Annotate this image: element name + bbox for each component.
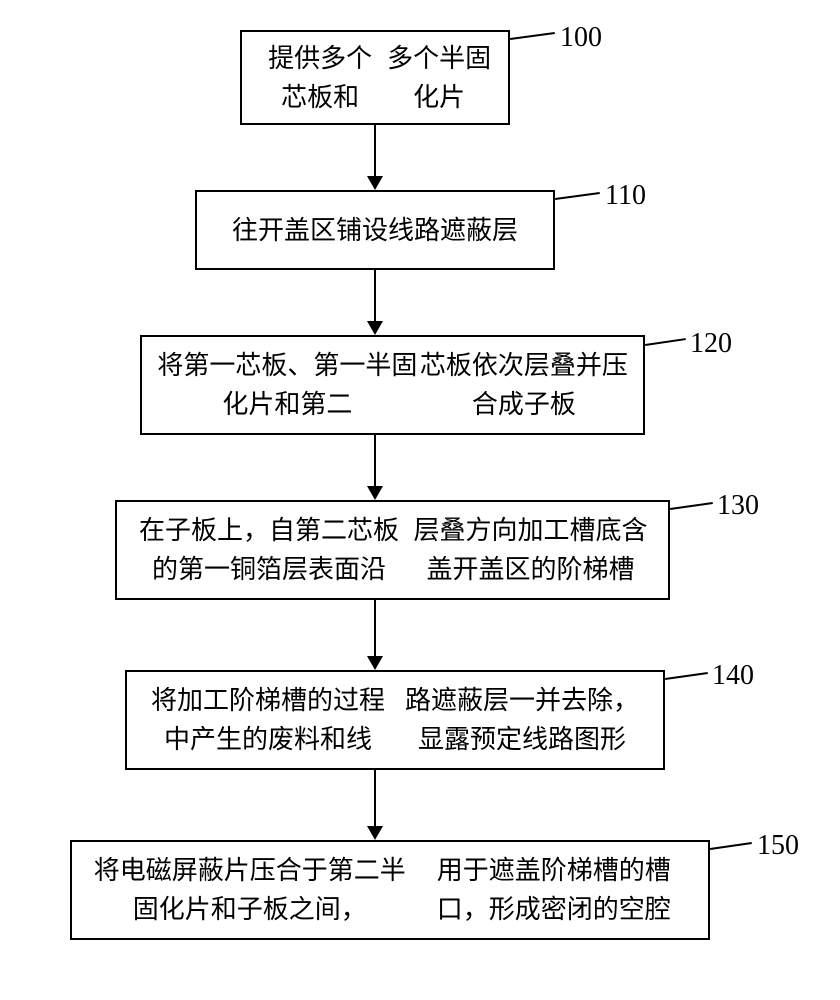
arrow-head-icon bbox=[367, 826, 383, 840]
step-label-140: 140 bbox=[712, 660, 754, 692]
flow-box-b100: 提供多个芯板和多个半固化片 bbox=[240, 30, 510, 125]
step-label-150: 150 bbox=[757, 830, 799, 862]
flow-box-b140: 将加工阶梯槽的过程中产生的废料和线路遮蔽层一并去除，显露预定线路图形 bbox=[125, 670, 665, 770]
flow-box-b120: 将第一芯板、第一半固化片和第二芯板依次层叠并压合成子板 bbox=[140, 335, 645, 435]
leader-line bbox=[710, 842, 752, 850]
step-label-120: 120 bbox=[690, 328, 732, 360]
flow-box-b110: 往开盖区铺设线路遮蔽层 bbox=[195, 190, 555, 270]
step-label-110: 110 bbox=[605, 180, 646, 212]
arrow-line bbox=[374, 125, 376, 178]
arrow-line bbox=[374, 770, 376, 828]
leader-line bbox=[670, 502, 713, 510]
arrow-head-icon bbox=[367, 176, 383, 190]
step-label-130: 130 bbox=[717, 490, 759, 522]
arrow-line bbox=[374, 600, 376, 658]
arrow-head-icon bbox=[367, 486, 383, 500]
arrow-line bbox=[374, 435, 376, 488]
leader-line bbox=[555, 192, 600, 200]
arrow-line bbox=[374, 270, 376, 323]
flowchart-canvas: 提供多个芯板和多个半固化片往开盖区铺设线路遮蔽层将第一芯板、第一半固化片和第二芯… bbox=[0, 0, 840, 1000]
arrow-head-icon bbox=[367, 321, 383, 335]
flow-box-b150: 将电磁屏蔽片压合于第二半固化片和子板之间，用于遮盖阶梯槽的槽口，形成密闭的空腔 bbox=[70, 840, 710, 940]
leader-line bbox=[510, 32, 555, 40]
step-label-100: 100 bbox=[560, 22, 602, 54]
leader-line bbox=[645, 338, 686, 346]
flow-box-b130: 在子板上，自第二芯板的第一铜箔层表面沿层叠方向加工槽底含盖开盖区的阶梯槽 bbox=[115, 500, 670, 600]
leader-line bbox=[665, 672, 708, 680]
arrow-head-icon bbox=[367, 656, 383, 670]
